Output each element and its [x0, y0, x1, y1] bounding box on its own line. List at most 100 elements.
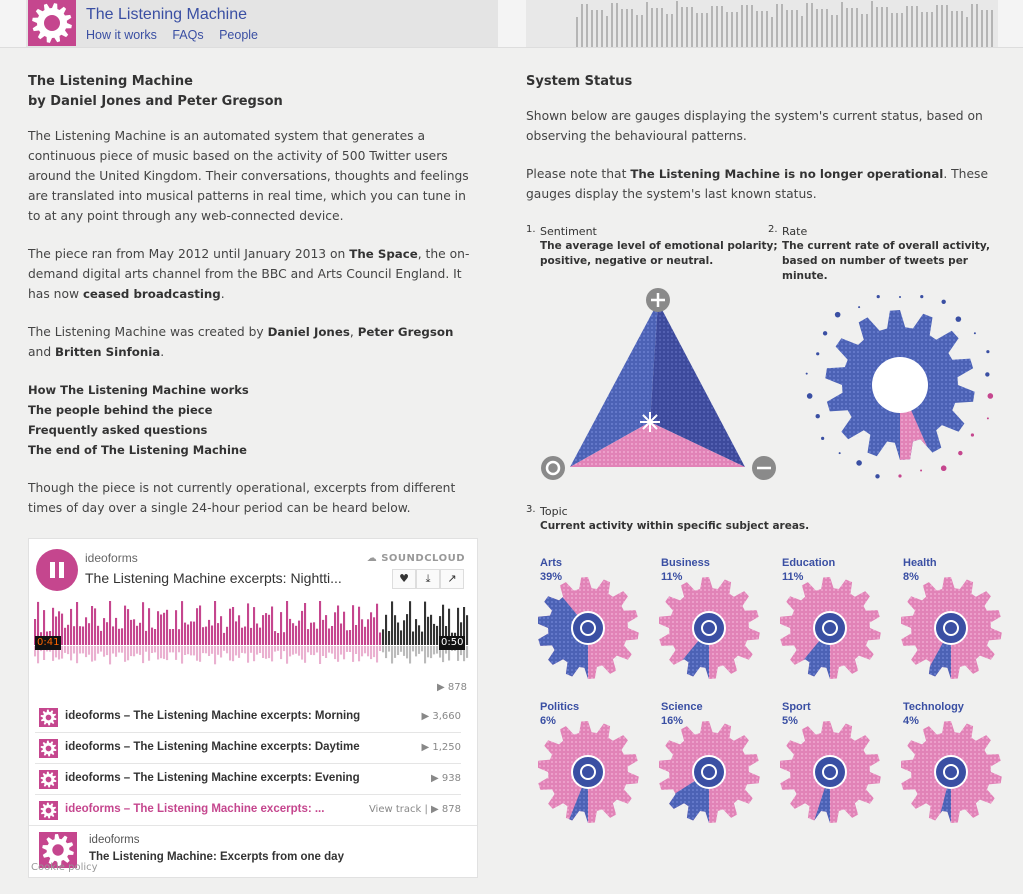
activity-bar: [886, 7, 888, 47]
waveform-bar: [274, 631, 277, 645]
waveform-reflection: [106, 646, 109, 656]
waveform-bar: [400, 630, 403, 645]
rate-dot: [941, 299, 946, 304]
waveform-bar: [163, 612, 166, 645]
activity-bar: [916, 6, 918, 47]
waveform-reflection: [424, 646, 427, 664]
waveform-reflection: [247, 646, 250, 663]
waveform-bar: [241, 627, 244, 645]
waveform-bar: [409, 601, 412, 645]
waveform-reflection: [100, 646, 103, 652]
waveform-bar: [328, 628, 331, 645]
waveform-bar: [460, 622, 463, 645]
waveform-reflection: [391, 646, 394, 664]
activity-bar: [921, 12, 923, 47]
waveform-reflection: [202, 646, 205, 654]
peter-gregson-link[interactable]: Peter Gregson: [357, 325, 454, 339]
pause-button[interactable]: [36, 549, 78, 591]
topic-name: Politics: [540, 701, 580, 713]
logo[interactable]: [28, 0, 76, 46]
nav-faqs[interactable]: FAQs: [172, 28, 204, 42]
link-faq[interactable]: Frequently asked questions: [28, 423, 208, 437]
waveform-reflection: [196, 646, 199, 661]
britten-sinfonia-link[interactable]: Britten Sinfonia: [55, 345, 161, 359]
like-icon[interactable]: ♥: [392, 569, 416, 589]
play-icon: ▶: [431, 804, 442, 815]
rate-dot: [856, 460, 862, 466]
waveform-bar: [97, 625, 100, 645]
waveform-reflection: [82, 646, 85, 654]
waveform-bar: [208, 619, 211, 645]
waveform-bar: [391, 601, 394, 645]
waveform-reflection: [379, 646, 382, 651]
waveform-bar: [436, 625, 439, 645]
waveform-bar: [193, 621, 196, 645]
waveform-bar: [52, 607, 55, 645]
track-user[interactable]: ideoforms: [85, 551, 138, 565]
waveform-reflection: [217, 646, 220, 655]
waveform-bar: [211, 625, 214, 645]
waveform-reflection: [253, 646, 256, 662]
waveform-bar: [388, 631, 391, 645]
link-people[interactable]: The people behind the piece: [28, 403, 213, 417]
waveform-reflection: [328, 646, 331, 653]
cookie-policy-link[interactable]: Cookie policy: [31, 862, 98, 873]
soundcloud-logo[interactable]: ☁ SOUNDCLOUD: [366, 553, 465, 564]
activity-bar: [821, 9, 823, 47]
share-icon[interactable]: ↗: [440, 569, 464, 589]
view-track-link[interactable]: View track: [368, 804, 422, 815]
daniel-jones-link[interactable]: Daniel Jones: [267, 325, 350, 339]
rate-dot: [973, 332, 976, 335]
the-space-link[interactable]: The Space: [349, 247, 418, 261]
nav-how-it-works[interactable]: How it works: [86, 28, 157, 42]
book-icon: [813, 611, 847, 645]
waveform-reflection: [448, 646, 451, 661]
waveform-reflection: [250, 646, 253, 653]
download-icon[interactable]: ⤓: [416, 569, 440, 589]
topic-gauge-arts: Arts 39%: [538, 556, 650, 679]
play-count: ▶ 878: [437, 682, 467, 693]
waveform[interactable]: [34, 601, 469, 671]
list-item[interactable]: ideoforms – The Listening Machine excerp…: [35, 733, 461, 764]
ball-icon: [813, 755, 847, 789]
rate-dot: [970, 433, 975, 437]
activity-bar: [656, 8, 658, 47]
waveform-reflection: [301, 646, 304, 660]
waveform-reflection: [304, 646, 307, 663]
waveform-reflection: [364, 646, 367, 654]
waveform-bar: [466, 615, 469, 645]
waveform-bar: [214, 601, 217, 645]
waveform-bar: [106, 622, 109, 645]
waveform-reflection: [133, 646, 136, 657]
waveform-reflection: [460, 646, 463, 656]
neutral-icon: [541, 456, 565, 480]
activity-bar: [766, 11, 768, 47]
activity-bar: [756, 11, 758, 47]
waveform-reflection: [439, 646, 442, 658]
activity-bar: [691, 7, 693, 47]
site-title[interactable]: The Listening Machine: [86, 6, 247, 23]
link-end[interactable]: The end of The Listening Machine: [28, 443, 247, 457]
waveform-reflection: [94, 646, 97, 661]
activity-bar: [796, 10, 798, 47]
activity-bar: [906, 6, 908, 47]
playlist-footer[interactable]: ideoforms The Listening Machine: Excerpt…: [29, 825, 477, 877]
header: The Listening Machine How it works FAQs …: [0, 0, 1023, 48]
waveform-bar: [292, 623, 295, 645]
waveform-bar: [403, 620, 406, 645]
waveform-bar: [319, 601, 322, 645]
list-item[interactable]: ideoforms – The Listening Machine excerp…: [35, 702, 461, 733]
waveform-reflection: [166, 646, 169, 661]
list-item[interactable]: ideoforms – The Listening Machine excerp…: [35, 764, 461, 795]
rate-gauge: [805, 295, 994, 479]
list-item-active[interactable]: ideoforms – The Listening Machine excerp…: [35, 795, 461, 826]
topic-name: Health: [903, 557, 937, 569]
waveform-bar: [406, 614, 409, 645]
track-title[interactable]: The Listening Machine excerpts: Nightti.…: [85, 570, 342, 586]
ceased-broadcasting-link[interactable]: ceased broadcasting: [82, 287, 221, 301]
nav-people[interactable]: People: [219, 28, 259, 42]
link-how-it-works[interactable]: How The Listening Machine works: [28, 383, 249, 397]
waveform-reflection: [394, 646, 397, 658]
waveform-reflection: [268, 646, 271, 659]
waveform-bar: [364, 626, 367, 645]
